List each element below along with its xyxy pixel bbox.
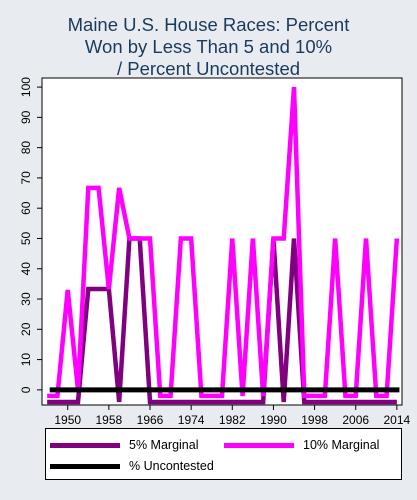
y-tick-label-40: 40 xyxy=(19,262,33,276)
title-line-2: Won by Less Than 5 and 10% xyxy=(84,36,333,57)
legend-swatch-5pct xyxy=(50,442,120,448)
x-axis: 1950 1958 1966 1974 1982 1990 1998 2006 2014 xyxy=(54,405,411,425)
x-tick-label-1950: 1950 xyxy=(54,413,81,425)
legend-swatch-uncontested xyxy=(50,463,120,469)
plot-area xyxy=(41,77,403,406)
y-tick-label-30: 30 xyxy=(19,292,33,306)
series-layer xyxy=(47,86,400,405)
series-line-10pct-marginal xyxy=(47,86,400,399)
x-tick-label-1974: 1974 xyxy=(178,413,205,425)
x-tick-label-1998: 1998 xyxy=(301,413,328,425)
x-tick-label-2014: 2014 xyxy=(384,413,411,425)
y-axis: 0 10 20 30 40 50 60 70 80 90 100 xyxy=(19,77,42,393)
legend-swatch-10pct xyxy=(224,442,294,448)
x-tick-label-1958: 1958 xyxy=(96,413,123,425)
x-tick-label-2006: 2006 xyxy=(342,413,369,425)
legend: 5% Marginal 10% Marginal % Uncontested xyxy=(45,428,402,480)
title-line-1: Maine U.S. House Races: Percent xyxy=(67,14,350,35)
legend-item-uncontested: % Uncontested xyxy=(50,459,214,473)
x-tick-label-1982: 1982 xyxy=(219,413,246,425)
y-tick-label-80: 80 xyxy=(19,141,33,155)
legend-label-5pct: 5% Marginal xyxy=(129,438,199,452)
y-tick-label-0: 0 xyxy=(19,386,33,393)
y-tick-label-90: 90 xyxy=(19,110,33,124)
legend-item-5pct: 5% Marginal xyxy=(50,438,198,452)
y-tick-label-10: 10 xyxy=(19,353,33,367)
y-tick-label-70: 70 xyxy=(19,171,33,185)
y-tick-label-20: 20 xyxy=(19,322,33,336)
chart-title: Maine U.S. House Races: Percent Won by L… xyxy=(0,14,417,80)
legend-label-10pct: 10% Marginal xyxy=(303,438,380,452)
legend-item-10pct: 10% Marginal xyxy=(224,438,379,452)
legend-label-uncontested: % Uncontested xyxy=(129,459,214,473)
x-tick-label-1966: 1966 xyxy=(137,413,164,425)
title-line-3: / Percent Uncontested xyxy=(116,58,301,79)
series-line-5pct-marginal xyxy=(47,236,397,405)
y-tick-label-60: 60 xyxy=(19,201,33,215)
y-tick-label-50: 50 xyxy=(19,231,33,245)
y-tick-label-100: 100 xyxy=(19,77,33,97)
x-tick-label-1990: 1990 xyxy=(260,413,287,425)
